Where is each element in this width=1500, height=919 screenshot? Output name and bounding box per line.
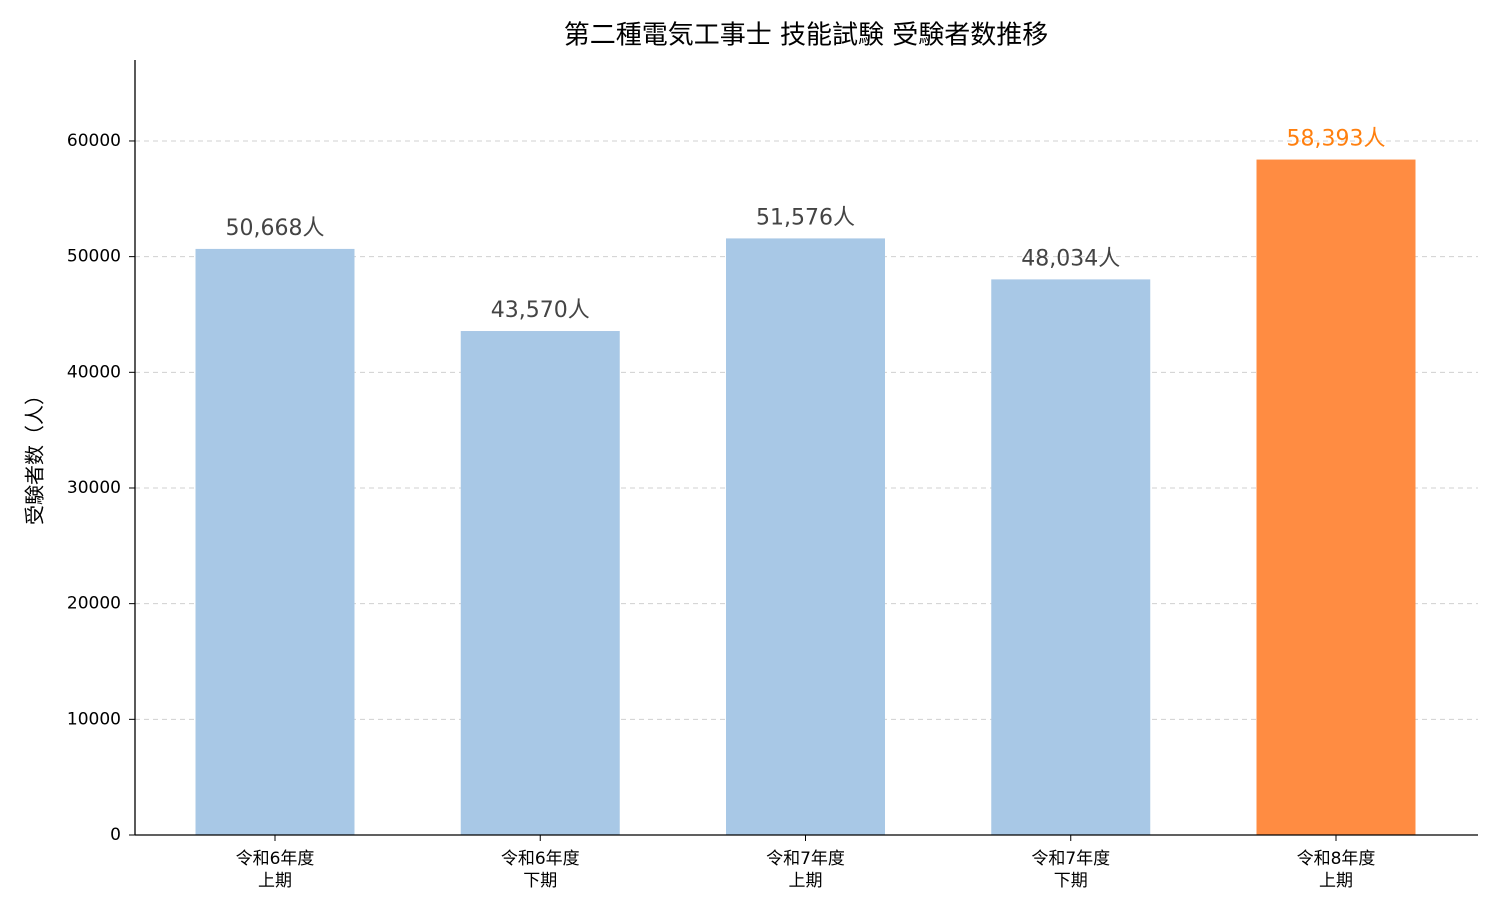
value-label: 43,570人 xyxy=(491,298,590,323)
bar xyxy=(460,331,620,835)
value-label: 50,668人 xyxy=(226,216,325,241)
bar xyxy=(1256,159,1416,835)
x-tick-label: 下期 xyxy=(1054,871,1088,891)
value-label: 58,393人 xyxy=(1287,127,1386,152)
x-tick-label: 令和6年度 xyxy=(501,849,580,869)
x-tick-label: 上期 xyxy=(789,871,823,891)
y-tick-label: 20000 xyxy=(67,594,121,614)
y-tick-label: 40000 xyxy=(67,362,121,382)
bar xyxy=(726,238,885,836)
x-tick-label: 上期 xyxy=(258,871,292,891)
x-tick-label: 令和7年度 xyxy=(766,849,845,869)
x-tick-label: 令和7年度 xyxy=(1031,849,1110,869)
y-tick-label: 60000 xyxy=(67,131,121,151)
bar xyxy=(991,279,1151,836)
y-tick-label: 50000 xyxy=(67,247,121,267)
x-tick-label: 上期 xyxy=(1319,871,1353,891)
chart-title: 第二種電気工事士 技能試験 受験者数推移 xyxy=(564,21,1049,51)
y-tick-label: 0 xyxy=(110,825,121,845)
x-tick-label: 令和8年度 xyxy=(1297,849,1376,869)
value-label: 51,576人 xyxy=(756,205,855,230)
x-tick-label: 令和6年度 xyxy=(236,849,315,869)
y-axis-label: 受験者数（人） xyxy=(23,385,47,525)
x-tick-label: 下期 xyxy=(523,871,557,891)
y-tick-label: 10000 xyxy=(67,709,121,729)
value-label: 48,034人 xyxy=(1021,246,1120,271)
bar xyxy=(195,248,355,836)
y-tick-label: 30000 xyxy=(67,478,121,498)
